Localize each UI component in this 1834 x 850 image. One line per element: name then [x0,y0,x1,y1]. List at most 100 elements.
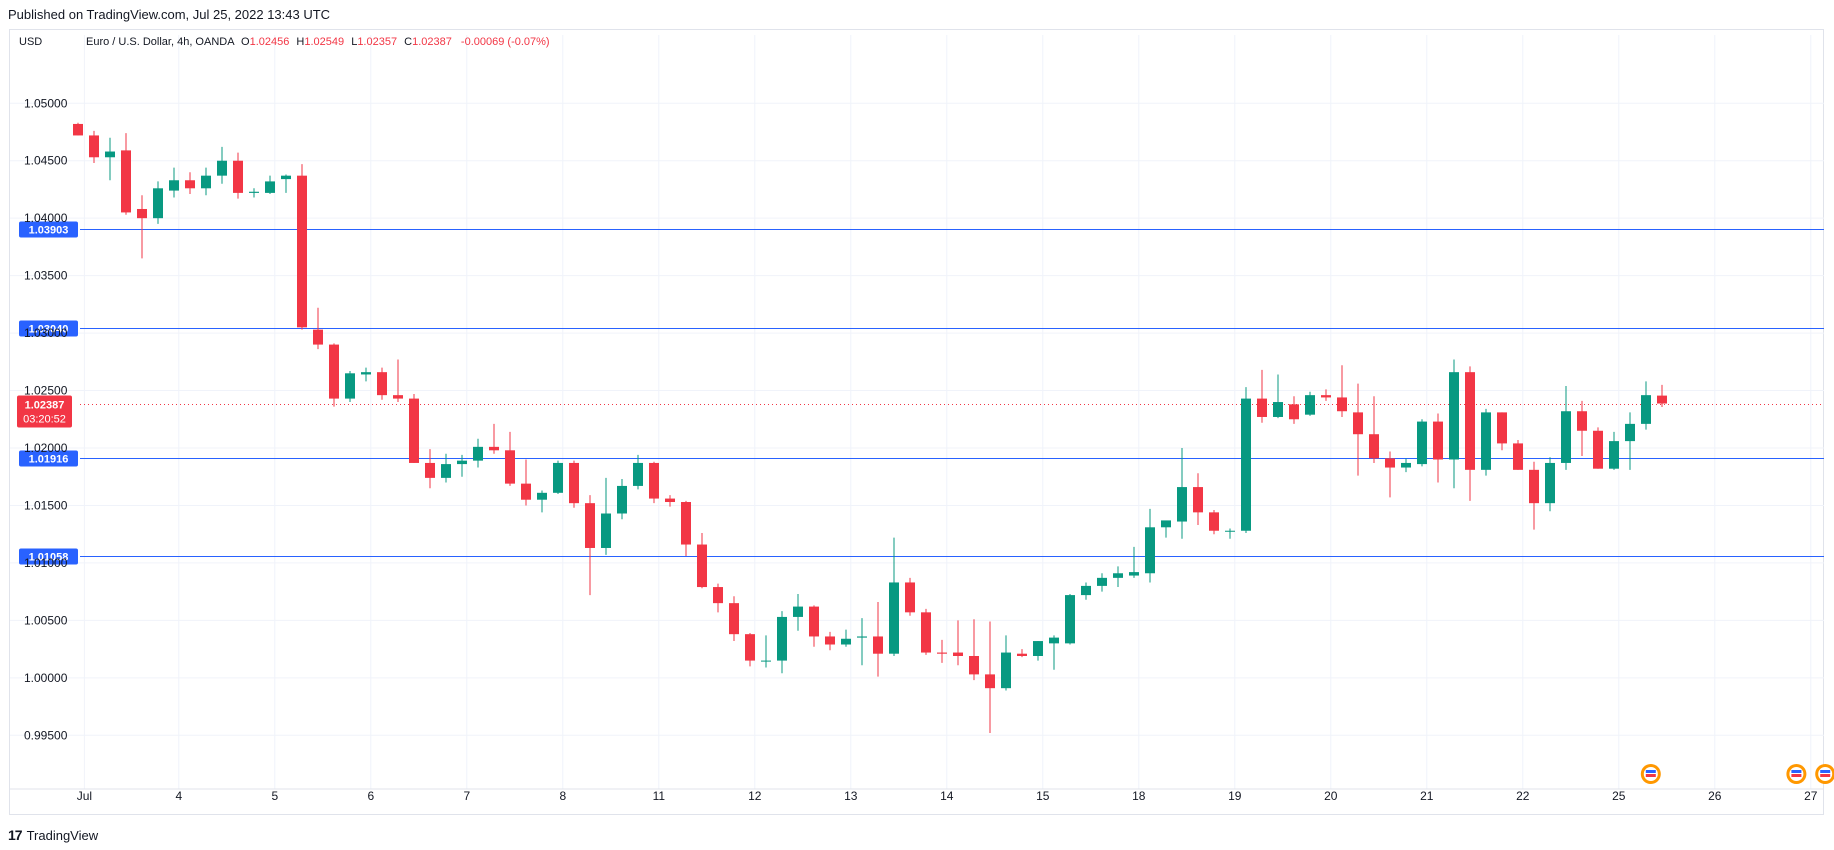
candle[interactable] [601,477,611,555]
candle[interactable] [681,500,691,557]
candle[interactable] [281,174,291,193]
candle[interactable] [761,635,771,668]
candle[interactable] [1369,396,1379,463]
candle[interactable] [489,423,499,454]
candle[interactable] [457,454,467,477]
candle[interactable] [1337,365,1347,417]
candle[interactable] [473,438,483,468]
candle[interactable] [377,367,387,400]
candle[interactable] [665,495,675,507]
candle[interactable] [441,453,451,483]
us-eu-flag-icon[interactable] [1640,764,1661,784]
candle[interactable] [1193,473,1203,525]
candle[interactable] [249,188,259,198]
candle[interactable] [873,601,883,677]
candle[interactable] [297,164,307,330]
candle[interactable] [201,167,211,196]
candle[interactable] [217,146,227,184]
candle[interactable] [857,618,867,666]
tradingview-footer[interactable]: 17 TradingView [8,826,98,844]
candle[interactable] [1161,520,1171,538]
candle[interactable] [825,631,835,651]
candle[interactable] [1145,508,1155,583]
candle[interactable] [345,371,355,403]
candle[interactable] [777,611,787,674]
candle[interactable] [1305,391,1315,416]
candle[interactable] [1273,374,1283,419]
candle[interactable] [1241,387,1251,534]
candle[interactable] [1481,408,1491,476]
candle[interactable] [1049,635,1059,670]
candle[interactable] [1209,510,1219,535]
candle[interactable] [121,133,131,215]
candle[interactable] [569,460,579,508]
candle[interactable] [905,577,915,616]
candle[interactable] [1561,385,1571,470]
candle[interactable] [1401,458,1411,473]
candle[interactable] [1465,366,1475,501]
candle[interactable] [1449,359,1459,489]
candle[interactable] [793,593,803,631]
candle[interactable] [953,620,963,666]
candle[interactable] [921,608,931,655]
candle[interactable] [985,621,995,733]
candle[interactable] [1593,427,1603,469]
candle[interactable] [233,152,243,199]
candle[interactable] [1289,396,1299,424]
candle[interactable] [153,181,163,224]
candle[interactable] [1353,383,1363,476]
candle[interactable] [617,479,627,520]
candle[interactable] [713,583,723,613]
candle[interactable] [1545,457,1555,512]
candle[interactable] [1129,546,1139,578]
candle[interactable] [1433,413,1443,483]
candle[interactable] [553,460,563,494]
candle[interactable] [1657,384,1667,407]
candle[interactable] [1097,573,1107,592]
candle[interactable] [1113,566,1123,588]
candle[interactable] [841,629,851,647]
candle[interactable] [649,461,659,504]
candle[interactable] [1529,461,1539,530]
candle[interactable] [1081,582,1091,600]
us-eu-flag-icon[interactable] [1815,764,1834,784]
candle[interactable] [1513,439,1523,470]
candle[interactable] [105,137,115,181]
candle[interactable] [1065,593,1075,645]
candle[interactable] [1417,419,1427,467]
candle[interactable] [1001,635,1011,691]
candle[interactable] [1497,412,1507,451]
candlestick-chart[interactable]: 1.03903 1.03040 1.01916 1.01058 1.02387 03:20… [0,0,1834,826]
candle[interactable] [1625,412,1635,470]
candle[interactable] [697,533,707,589]
candle[interactable] [585,495,595,596]
candle[interactable] [1577,400,1587,457]
candle[interactable] [329,343,339,407]
candle[interactable] [1321,389,1331,401]
candle[interactable] [729,596,739,642]
candle[interactable] [1257,369,1267,423]
candle[interactable] [137,195,147,259]
candle[interactable] [969,619,979,681]
candle[interactable] [633,454,643,490]
candle[interactable] [1033,641,1043,661]
candle[interactable] [425,449,435,489]
candle[interactable] [521,459,531,506]
candle[interactable] [1641,381,1651,430]
candle[interactable] [745,633,755,667]
candle[interactable] [937,639,947,663]
candle[interactable] [889,537,899,656]
candle[interactable] [89,130,99,164]
candle[interactable] [73,122,83,136]
chart-frame[interactable] [9,29,1824,815]
candle[interactable] [1017,649,1027,658]
candle[interactable] [1609,431,1619,470]
candle[interactable] [313,307,323,350]
candle[interactable] [537,490,547,513]
candle[interactable] [505,431,515,486]
candle[interactable] [361,367,371,382]
candle[interactable] [169,167,179,198]
us-eu-flag-icon[interactable] [1786,764,1807,784]
candle[interactable] [1385,451,1395,498]
candle[interactable] [185,172,195,195]
